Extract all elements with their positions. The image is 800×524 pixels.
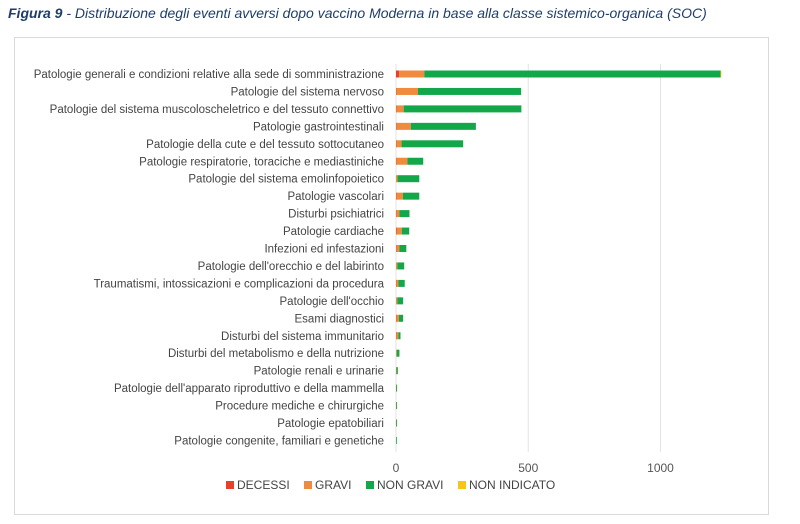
bar-segment-non-gravi: [398, 332, 401, 340]
bar-segment-gravi: [396, 367, 397, 375]
x-tick-label: 0: [393, 461, 400, 475]
category-label: Patologie vascolari: [287, 191, 384, 203]
category-label: Patologie della cute e del tessuto sotto…: [146, 139, 384, 151]
bar-segment-gravi: [396, 227, 402, 235]
figure-caption: Figura 9 - Distribuzione degli eventi av…: [8, 5, 707, 21]
category-label: Patologie del sistema muscoloscheletrico…: [50, 104, 384, 116]
legend-label: DECESSI: [237, 478, 290, 492]
bar-segment-gravi: [396, 192, 403, 200]
category-label: Esami diagnostici: [295, 313, 384, 325]
bar-segment-non-gravi: [401, 227, 410, 235]
bar-segment-gravi: [396, 157, 408, 165]
bar-segment-non-gravi: [396, 349, 400, 357]
category-label: Patologie dell'orecchio e del labirinto: [198, 261, 384, 273]
category-label: Disturbi psichiatrici: [288, 209, 384, 221]
legend-swatch: [366, 481, 374, 489]
category-label: Patologie renali e urinarie: [254, 366, 384, 378]
bar-segment-non-gravi: [396, 402, 398, 410]
bar-segment-gravi: [396, 105, 404, 113]
category-label: Disturbi del metabolismo e della nutrizi…: [168, 348, 384, 360]
bar-segment-gravi: [396, 349, 397, 357]
legend-label: NON GRAVI: [377, 478, 443, 492]
x-tick-label: 1000: [647, 461, 674, 475]
category-label: Patologie epatobiliari: [277, 418, 384, 430]
bar-segment-gravi: [396, 87, 418, 95]
bar-segment-gravi: [396, 245, 400, 252]
chart-frame: [14, 37, 769, 515]
bar-segment-non-gravi: [402, 192, 420, 200]
legend-label: GRAVI: [315, 478, 351, 492]
legend-label: NON INDICATO: [469, 478, 555, 492]
bar-segment-non-gravi: [410, 122, 476, 130]
bar-segment-non-gravi: [398, 279, 405, 287]
bar-segment-non-gravi: [398, 314, 404, 322]
category-label: Patologie dell'occhio: [280, 296, 385, 308]
figure-number: Figura 9: [8, 5, 63, 21]
bar-segment-non-gravi: [396, 367, 398, 375]
bar-segment-non-gravi: [424, 70, 721, 78]
bar-segment-gravi: [396, 210, 400, 218]
bar-segment-decessi: [396, 227, 397, 235]
bar-segment-non-gravi: [417, 87, 522, 95]
category-label: Patologie del sistema nervoso: [231, 86, 384, 98]
figure-title: - Distribuzione degli eventi avversi dop…: [62, 5, 707, 21]
bar-segment-non-indicato: [720, 70, 722, 78]
bar-segment-non-gravi: [397, 175, 420, 183]
bar-segment-gravi: [396, 140, 402, 148]
category-label: Patologie respiratorie, toraciche e medi…: [139, 156, 384, 168]
bar-segment-gravi: [396, 279, 399, 287]
bar-segment-gravi: [396, 297, 398, 305]
x-tick-label: 500: [518, 461, 538, 475]
gridlines: [395, 64, 661, 452]
bar-segment-decessi: [396, 70, 400, 78]
category-label: Procedure mediche e chirurgiche: [215, 401, 384, 413]
bar-segment-non-gravi: [396, 384, 398, 392]
bar-segment-gravi: [396, 332, 399, 340]
category-label: Patologie dell'apparato riproduttivo e d…: [114, 383, 385, 395]
category-label: Patologie del sistema emolinfopoietico: [188, 174, 384, 186]
category-label: Patologie gastrointestinali: [253, 121, 384, 133]
bar-segment-non-gravi: [396, 436, 397, 444]
x-axis-ticks: 0 500 1000: [393, 461, 675, 475]
category-label: Traumatismi, intossicazioni e complicazi…: [94, 278, 385, 290]
bar-segment-gravi: [396, 314, 399, 322]
category-labels: Patologie generali e condizioni relative…: [34, 69, 385, 447]
bar-segment-non-gravi: [403, 105, 522, 113]
category-label: Patologie congenite, familiari e genetic…: [174, 435, 384, 447]
legend-swatch: [226, 481, 234, 489]
bar-segment-non-gravi: [396, 419, 398, 427]
bar-segment-gravi: [396, 175, 398, 183]
bar-segment-non-gravi: [399, 210, 410, 218]
category-label: Infezioni ed infestazioni: [264, 244, 384, 256]
bar-segment-gravi: [396, 122, 411, 130]
category-label: Disturbi del sistema immunitario: [221, 331, 384, 343]
category-label: Patologie generali e condizioni relative…: [34, 69, 384, 81]
bar-segment-non-gravi: [397, 262, 405, 270]
bar-segment-gravi: [399, 70, 425, 78]
category-label: Patologie cardiache: [283, 226, 384, 238]
legend-swatch: [458, 481, 466, 489]
bar-segment-non-gravi: [399, 245, 407, 252]
bar-segment-non-gravi: [397, 297, 404, 305]
legend: DECESSI GRAVI NON GRAVI NON INDICATO: [226, 478, 555, 492]
legend-swatch: [304, 481, 312, 489]
bar-segment-gravi: [396, 262, 398, 270]
bar-segment-non-gravi: [401, 140, 464, 148]
bars: [396, 70, 722, 444]
bar-segment-non-gravi: [407, 157, 424, 165]
